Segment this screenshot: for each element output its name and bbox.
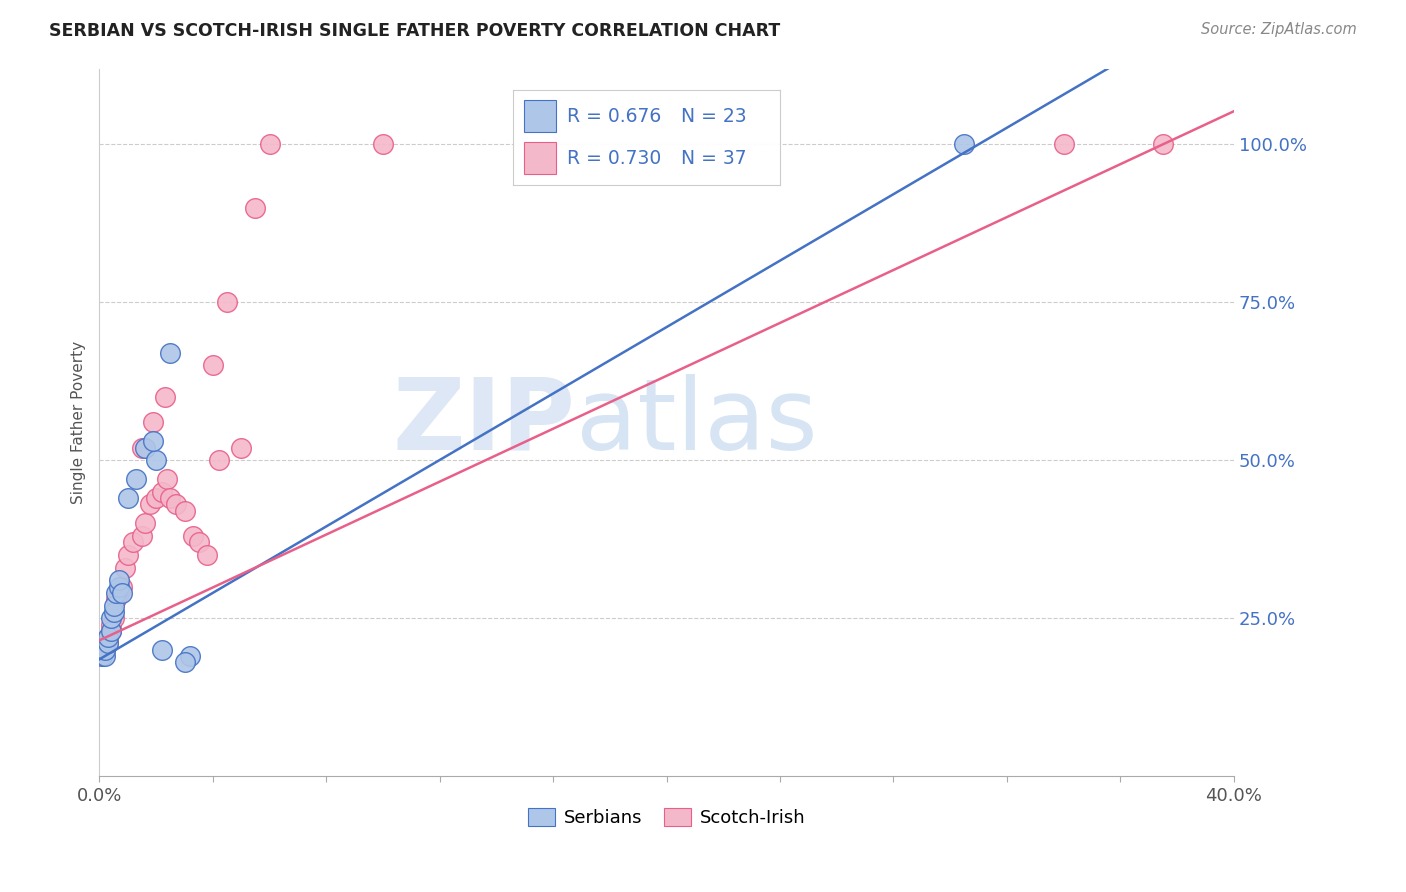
- Point: [201, 359, 224, 373]
- Point: [139, 498, 162, 512]
- Point: [145, 491, 167, 505]
- Point: [142, 415, 165, 429]
- Point: [108, 580, 131, 594]
- Text: Source: ZipAtlas.com: Source: ZipAtlas.com: [1201, 22, 1357, 37]
- Point: [142, 434, 165, 449]
- Point: [97, 630, 120, 644]
- Point: [114, 560, 136, 574]
- Point: [97, 630, 120, 644]
- Point: [953, 137, 976, 152]
- Point: [145, 453, 167, 467]
- Point: [245, 201, 267, 215]
- Point: [111, 586, 134, 600]
- Point: [134, 516, 156, 531]
- Point: [105, 586, 128, 600]
- Point: [97, 636, 120, 650]
- Point: [91, 649, 114, 664]
- Point: [215, 295, 238, 310]
- Point: [179, 649, 201, 664]
- Point: [1152, 137, 1174, 152]
- Point: [105, 592, 128, 607]
- Point: [131, 441, 153, 455]
- Point: [165, 498, 187, 512]
- Point: [173, 504, 195, 518]
- Point: [156, 472, 179, 486]
- Point: [125, 472, 148, 486]
- Point: [103, 611, 125, 625]
- Point: [150, 484, 173, 499]
- Text: ZIP: ZIP: [394, 374, 576, 471]
- Point: [153, 390, 176, 404]
- Point: [97, 636, 120, 650]
- Point: [173, 656, 195, 670]
- Point: [100, 624, 122, 638]
- Point: [91, 649, 114, 664]
- Legend: Serbians, Scotch-Irish: Serbians, Scotch-Irish: [520, 801, 813, 834]
- Point: [181, 529, 204, 543]
- Point: [207, 453, 229, 467]
- Point: [100, 611, 122, 625]
- Point: [159, 346, 181, 360]
- Point: [100, 617, 122, 632]
- Point: [195, 548, 218, 562]
- Point: [111, 580, 134, 594]
- Y-axis label: Single Father Poverty: Single Father Poverty: [72, 341, 86, 504]
- Text: atlas: atlas: [576, 374, 817, 471]
- Point: [103, 599, 125, 613]
- Point: [108, 586, 131, 600]
- Point: [122, 535, 145, 549]
- Point: [150, 642, 173, 657]
- Text: SERBIAN VS SCOTCH-IRISH SINGLE FATHER POVERTY CORRELATION CHART: SERBIAN VS SCOTCH-IRISH SINGLE FATHER PO…: [49, 22, 780, 40]
- Point: [117, 548, 139, 562]
- Point: [134, 441, 156, 455]
- Point: [94, 649, 117, 664]
- Point: [1052, 137, 1074, 152]
- Point: [187, 535, 209, 549]
- Point: [259, 137, 281, 152]
- Point: [103, 605, 125, 619]
- Point: [94, 642, 117, 657]
- Point: [131, 529, 153, 543]
- Point: [100, 624, 122, 638]
- Point: [117, 491, 139, 505]
- Point: [231, 441, 253, 455]
- Point: [108, 574, 131, 588]
- Point: [159, 491, 181, 505]
- Point: [371, 137, 394, 152]
- Point: [94, 642, 117, 657]
